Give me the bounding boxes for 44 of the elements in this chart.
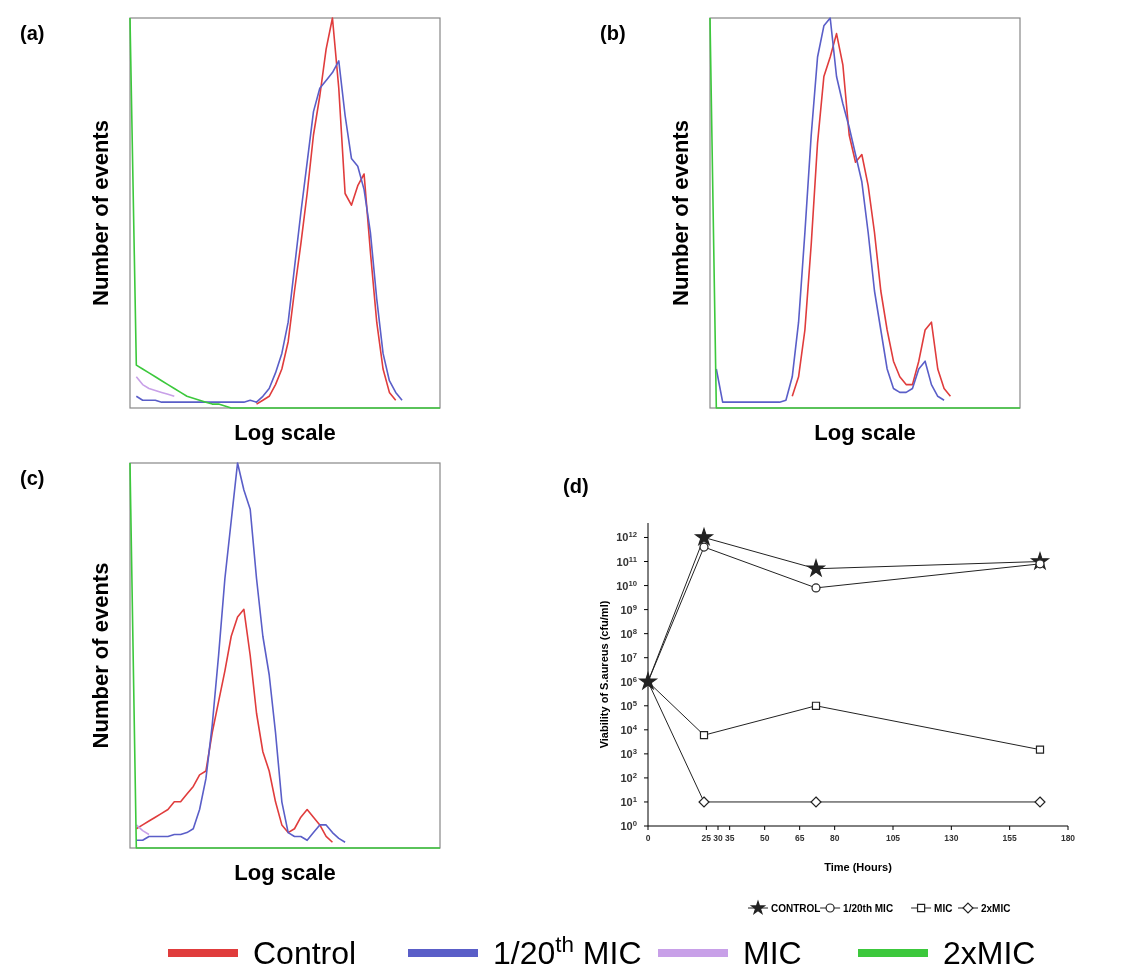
y-axis-title: Viability of S.aureus (cfu/ml) bbox=[598, 600, 610, 749]
x-tick-label: 105 bbox=[885, 833, 901, 843]
x-tick-label: 0 bbox=[645, 833, 651, 843]
chart-title: (c) bbox=[20, 467, 45, 489]
chart-title: (a) bbox=[20, 22, 45, 44]
y-tick-label: 10$^{9}$ bbox=[620, 602, 637, 616]
x-axis-title: Time (Hours) bbox=[824, 861, 893, 873]
y-tick-label: 10$^{0}$ bbox=[620, 818, 637, 832]
x-tick-label: 30 bbox=[713, 833, 723, 843]
y-tick-label: 10$^{7}$ bbox=[620, 650, 637, 664]
legend-label: CONTROL bbox=[771, 903, 821, 914]
legend-label: 1/20th MIC bbox=[843, 903, 894, 914]
y-tick-label: 10$^{2}$ bbox=[620, 770, 637, 784]
chart-title: (b) bbox=[600, 22, 626, 44]
y-tick-label: 10$^{12}$ bbox=[616, 529, 637, 544]
y-tick-label: 10$^{8}$ bbox=[620, 626, 638, 640]
y-axis-title: Number of events bbox=[88, 120, 113, 306]
x-tick-label: 80 bbox=[829, 833, 840, 843]
chart-title: (d) bbox=[563, 475, 589, 497]
legend-label: Control bbox=[253, 935, 357, 967]
y-tick-label: 10$^{4}$ bbox=[620, 722, 638, 736]
x-tick-label: 25 bbox=[701, 833, 712, 843]
x-axis-title: Log scale bbox=[814, 420, 916, 445]
x-axis-title: Log scale bbox=[234, 420, 336, 445]
y-axis-title: Number of events bbox=[668, 120, 693, 306]
legend-label: 1/20$^{th}$ MIC bbox=[493, 931, 642, 967]
y-tick-label: 10$^{3}$ bbox=[620, 746, 637, 760]
x-axis-title: Log scale bbox=[234, 860, 336, 885]
y-tick-label: 10$^{6}$ bbox=[620, 674, 637, 688]
legend-label: 2xMIC bbox=[943, 935, 1036, 967]
y-tick-label: 10$^{10}$ bbox=[616, 578, 637, 592]
y-tick-label: 10$^{1}$ bbox=[620, 794, 638, 808]
x-tick-label: 65 bbox=[794, 833, 805, 843]
x-tick-label: 180 bbox=[1060, 833, 1076, 843]
x-tick-label: 35 bbox=[724, 833, 735, 843]
x-tick-label: 155 bbox=[1002, 833, 1018, 843]
legend-label: 2xMIC bbox=[981, 903, 1011, 914]
legend-label: MIC bbox=[934, 903, 953, 914]
x-tick-label: 130 bbox=[944, 833, 959, 843]
y-axis-title: Number of events bbox=[88, 562, 113, 749]
y-tick-label: 10$^{11}$ bbox=[616, 554, 638, 568]
x-tick-label: 50 bbox=[759, 833, 770, 843]
legend-label: MIC bbox=[743, 935, 802, 967]
y-tick-label: 10$^{5}$ bbox=[620, 698, 638, 712]
